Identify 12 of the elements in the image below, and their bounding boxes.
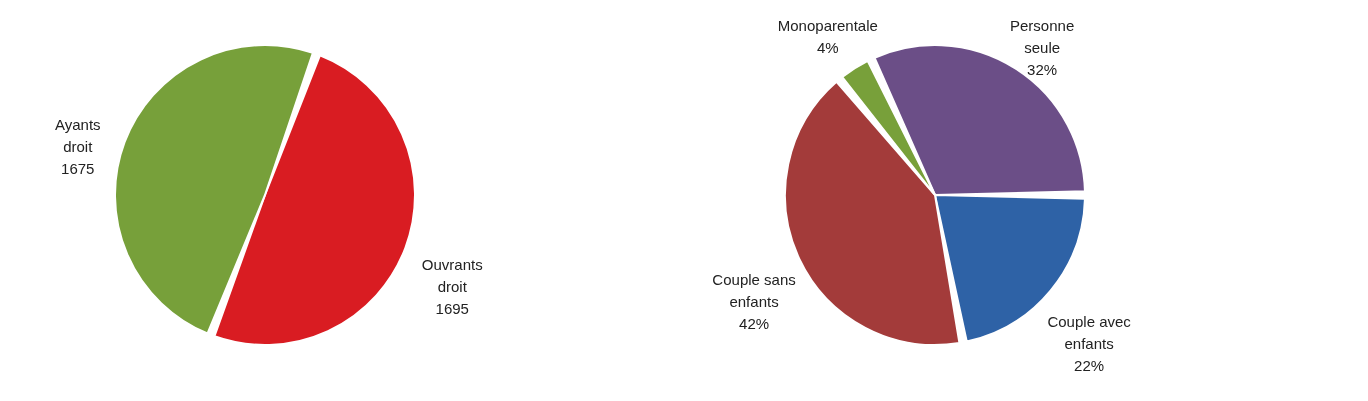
slice-label: Couple sans enfants xyxy=(712,271,796,311)
slice-label: Couple avec enfants xyxy=(1047,313,1132,353)
data-label: 32% xyxy=(1027,61,1058,79)
data-label: 1675 xyxy=(61,159,95,177)
slice-label: Ayants droit xyxy=(54,115,101,155)
data-label: 1695 xyxy=(435,300,469,318)
slice-label: Monoparentale xyxy=(777,17,878,35)
slice-label: Ouvrants droit xyxy=(421,256,483,296)
data-label: 22% xyxy=(1074,357,1105,375)
data-label: 42% xyxy=(739,315,770,333)
data-label: 4% xyxy=(816,39,839,57)
slice-label: Personne seule xyxy=(1010,17,1075,57)
